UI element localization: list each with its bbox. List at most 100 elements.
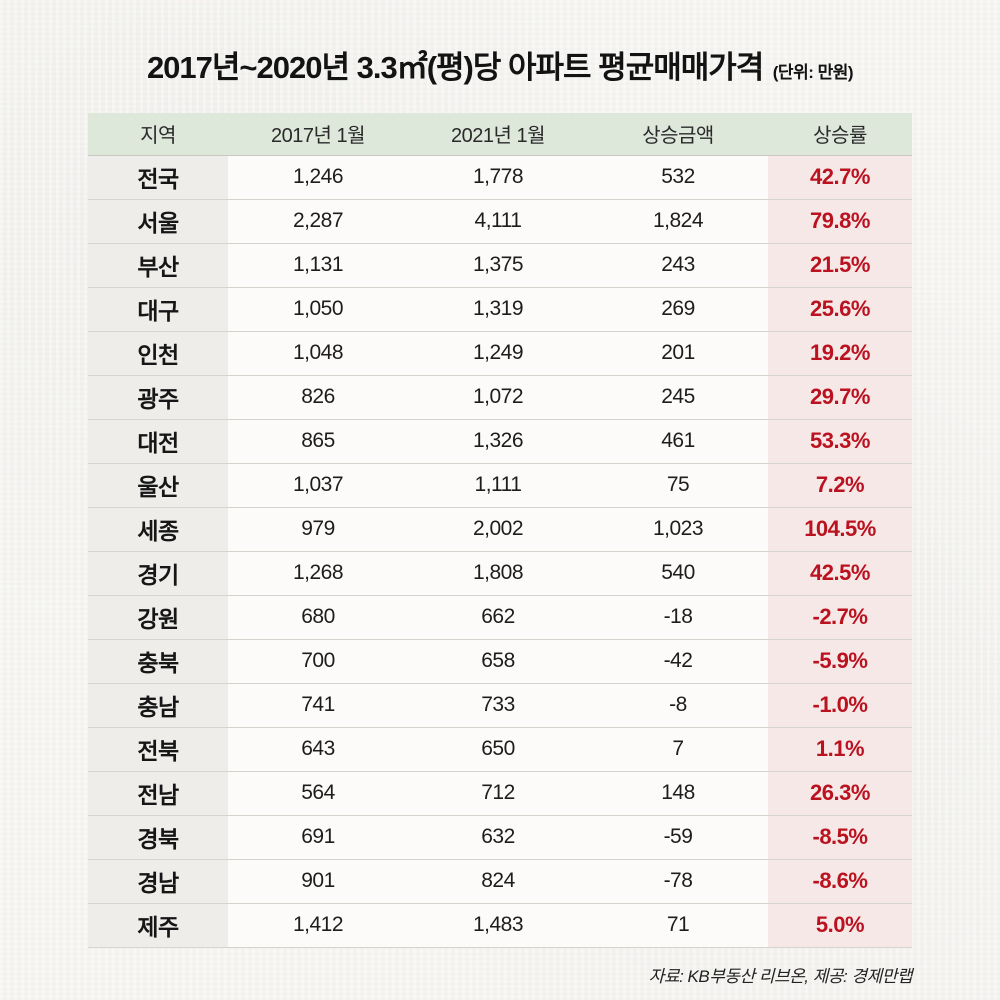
header-jan-2017: 2017년 1월 <box>228 113 408 156</box>
table-row: 울산 1,037 1,111 75 7.2% <box>88 463 912 508</box>
header-increase: 상승금액 <box>588 113 768 156</box>
price-2021-cell: 1,808 <box>408 551 588 596</box>
header-region: 지역 <box>88 113 228 156</box>
price-2017-cell: 1,246 <box>228 155 408 200</box>
increase-cell: 540 <box>588 551 768 596</box>
increase-cell: 532 <box>588 155 768 200</box>
price-table-container: 지역 2017년 1월 2021년 1월 상승금액 상승률 전국 1,246 1,7… <box>88 113 912 948</box>
price-2017-cell: 901 <box>228 859 408 904</box>
region-cell: 경남 <box>88 859 228 904</box>
page-title: 2017년~2020년 3.3㎡(평)당 아파트 평균매매가격 <box>146 50 764 85</box>
table-row: 전북 643 650 7 1.1% <box>88 727 912 772</box>
region-cell: 충북 <box>88 639 228 684</box>
table-row: 충북 700 658 -42 -5.9% <box>88 639 912 684</box>
rate-cell: -5.9% <box>768 639 912 684</box>
region-cell: 광주 <box>88 375 228 420</box>
page-title-block: 2017년~2020년 3.3㎡(평)당 아파트 평균매매가격 (단위: 만원) <box>0 0 1000 87</box>
price-2017-cell: 826 <box>228 375 408 420</box>
price-2017-cell: 865 <box>228 419 408 464</box>
price-table: 지역 2017년 1월 2021년 1월 상승금액 상승률 전국 1,246 1,7… <box>88 113 912 948</box>
rate-cell: 29.7% <box>768 375 912 420</box>
rate-cell: -8.6% <box>768 859 912 904</box>
rate-cell: -2.7% <box>768 595 912 640</box>
increase-cell: -42 <box>588 639 768 684</box>
increase-cell: 245 <box>588 375 768 420</box>
price-2021-cell: 824 <box>408 859 588 904</box>
table-row: 경기 1,268 1,808 540 42.5% <box>88 551 912 596</box>
price-2021-cell: 1,326 <box>408 419 588 464</box>
table-row: 제주 1,412 1,483 71 5.0% <box>88 903 912 948</box>
price-2017-cell: 643 <box>228 727 408 772</box>
rate-cell: 104.5% <box>768 507 912 552</box>
increase-cell: 71 <box>588 903 768 948</box>
price-2021-cell: 1,111 <box>408 463 588 508</box>
price-2021-cell: 733 <box>408 683 588 728</box>
header-jan-2021: 2021년 1월 <box>408 113 588 156</box>
price-2021-cell: 1,778 <box>408 155 588 200</box>
price-2021-cell: 662 <box>408 595 588 640</box>
increase-cell: -18 <box>588 595 768 640</box>
price-2021-cell: 1,375 <box>408 243 588 288</box>
table-row: 광주 826 1,072 245 29.7% <box>88 375 912 420</box>
rate-cell: 79.8% <box>768 199 912 244</box>
price-2017-cell: 2,287 <box>228 199 408 244</box>
rate-cell: 25.6% <box>768 287 912 332</box>
rate-cell: 19.2% <box>768 331 912 376</box>
rate-cell: 1.1% <box>768 727 912 772</box>
table-row: 충남 741 733 -8 -1.0% <box>88 683 912 728</box>
price-2017-cell: 741 <box>228 683 408 728</box>
price-2017-cell: 564 <box>228 771 408 816</box>
increase-cell: -8 <box>588 683 768 728</box>
increase-cell: 148 <box>588 771 768 816</box>
table-row: 경북 691 632 -59 -8.5% <box>88 815 912 860</box>
region-cell: 전국 <box>88 155 228 200</box>
table-row: 부산 1,131 1,375 243 21.5% <box>88 243 912 288</box>
region-cell: 경북 <box>88 815 228 860</box>
increase-cell: -78 <box>588 859 768 904</box>
region-cell: 강원 <box>88 595 228 640</box>
price-2021-cell: 1,319 <box>408 287 588 332</box>
rate-cell: -8.5% <box>768 815 912 860</box>
price-2017-cell: 700 <box>228 639 408 684</box>
rate-cell: 42.7% <box>768 155 912 200</box>
rate-cell: 7.2% <box>768 463 912 508</box>
price-2021-cell: 650 <box>408 727 588 772</box>
region-cell: 세종 <box>88 507 228 552</box>
table-row: 서울 2,287 4,111 1,824 79.8% <box>88 199 912 244</box>
increase-cell: 1,023 <box>588 507 768 552</box>
header-row: 지역 2017년 1월 2021년 1월 상승금액 상승률 <box>88 113 912 156</box>
table-row: 대전 865 1,326 461 53.3% <box>88 419 912 464</box>
price-2017-cell: 1,037 <box>228 463 408 508</box>
price-2017-cell: 1,050 <box>228 287 408 332</box>
table-row: 전국 1,246 1,778 532 42.7% <box>88 155 912 200</box>
price-2017-cell: 979 <box>228 507 408 552</box>
price-2021-cell: 712 <box>408 771 588 816</box>
price-2017-cell: 1,131 <box>228 243 408 288</box>
price-2021-cell: 2,002 <box>408 507 588 552</box>
rate-cell: -1.0% <box>768 683 912 728</box>
region-cell: 제주 <box>88 903 228 948</box>
table-header: 지역 2017년 1월 2021년 1월 상승금액 상승률 <box>88 113 912 156</box>
region-cell: 인천 <box>88 331 228 376</box>
price-2021-cell: 1,249 <box>408 331 588 376</box>
region-cell: 충남 <box>88 683 228 728</box>
region-cell: 울산 <box>88 463 228 508</box>
rate-cell: 42.5% <box>768 551 912 596</box>
rate-cell: 26.3% <box>768 771 912 816</box>
price-2021-cell: 658 <box>408 639 588 684</box>
rate-cell: 53.3% <box>768 419 912 464</box>
increase-cell: 461 <box>588 419 768 464</box>
increase-cell: 1,824 <box>588 199 768 244</box>
source-credit: 자료: KB부동산 리브온, 제공: 경제만랩 <box>648 966 913 986</box>
price-2017-cell: 691 <box>228 815 408 860</box>
region-cell: 대전 <box>88 419 228 464</box>
price-2017-cell: 1,412 <box>228 903 408 948</box>
table-row: 경남 901 824 -78 -8.6% <box>88 859 912 904</box>
region-cell: 전북 <box>88 727 228 772</box>
increase-cell: 75 <box>588 463 768 508</box>
table-body: 전국 1,246 1,778 532 42.7% 서울 2,287 4,111 1,824 79.… <box>88 155 912 948</box>
increase-cell: -59 <box>588 815 768 860</box>
price-2017-cell: 1,268 <box>228 551 408 596</box>
price-2021-cell: 1,072 <box>408 375 588 420</box>
price-2021-cell: 4,111 <box>408 199 588 244</box>
